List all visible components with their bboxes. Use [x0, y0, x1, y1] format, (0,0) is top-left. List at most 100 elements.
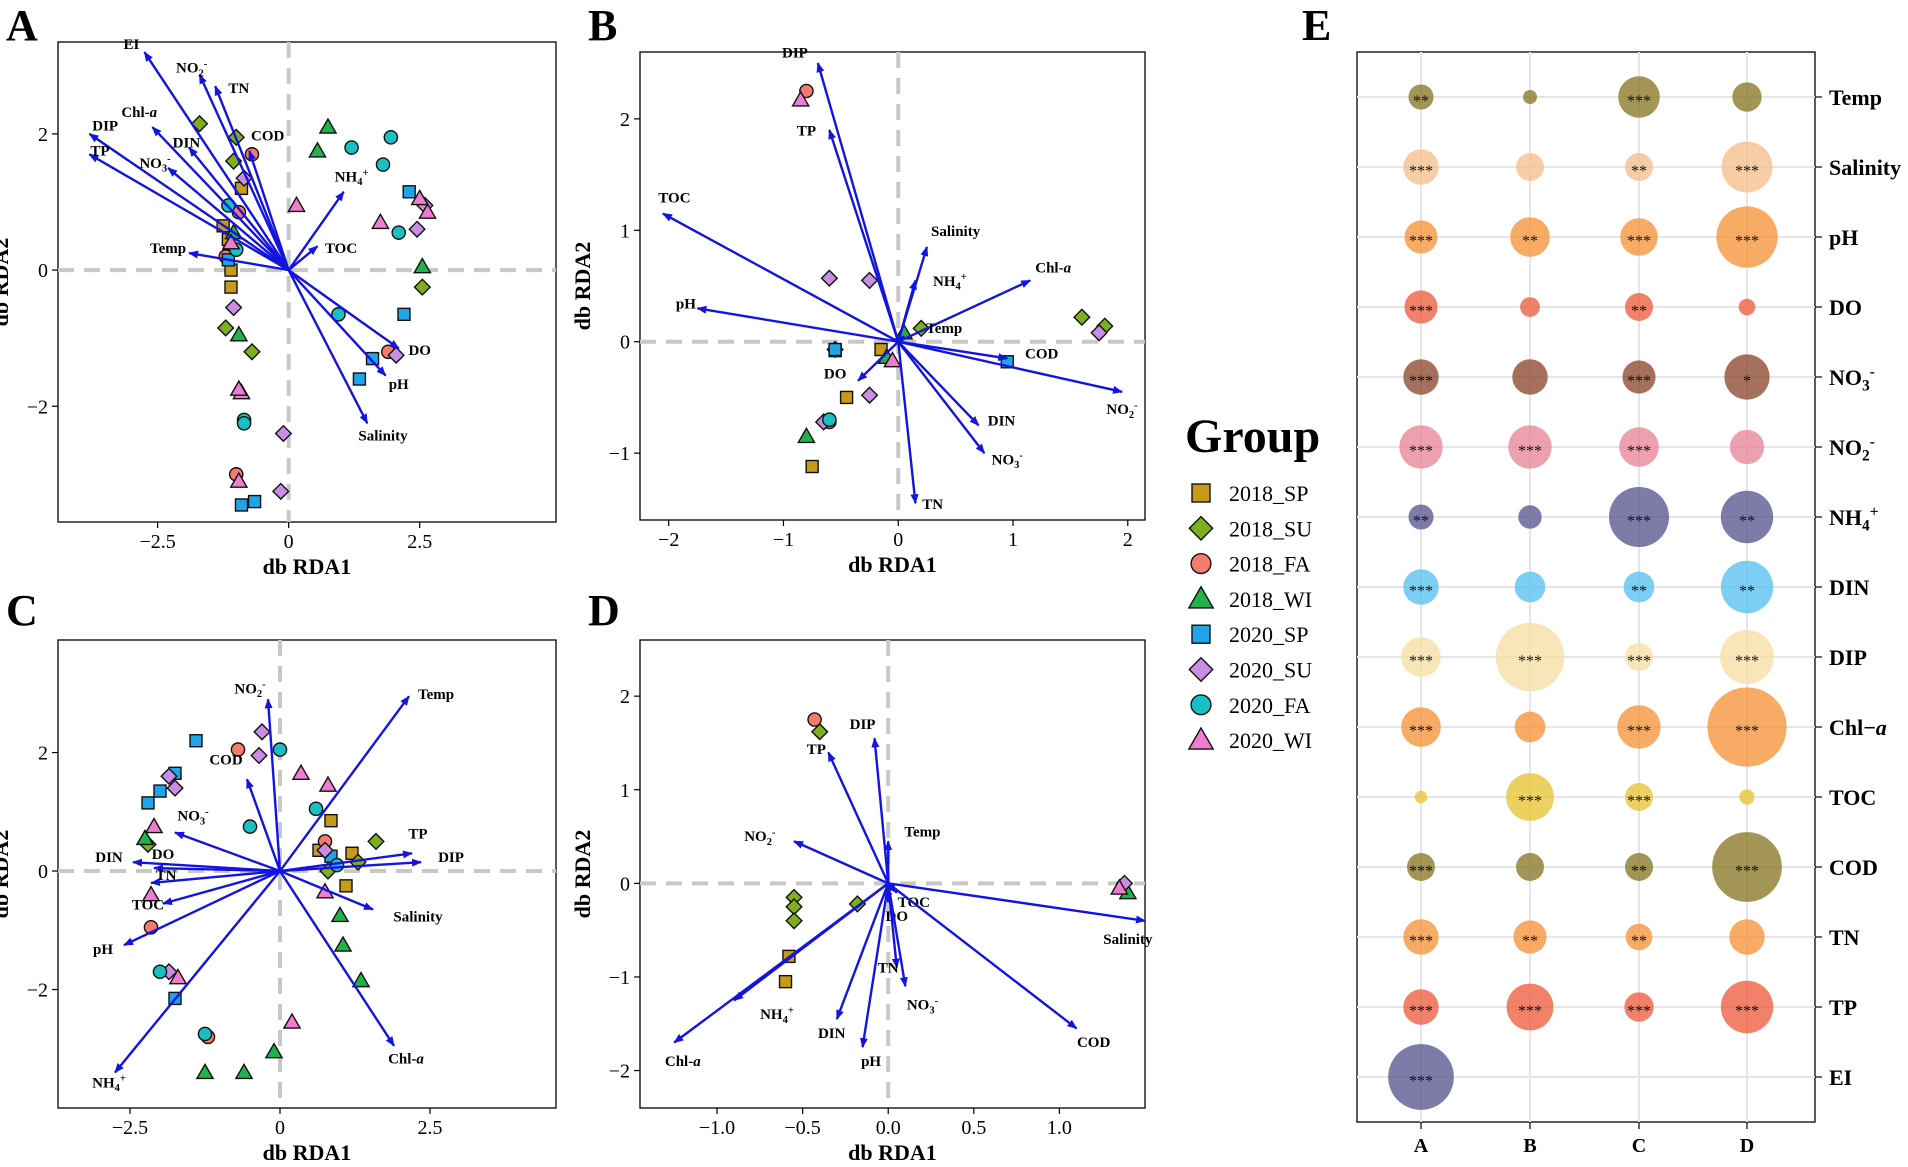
- plot-frame-d: [639, 639, 1146, 1109]
- y-axis-title-d: db RDA2: [570, 830, 595, 919]
- significance-label: ***: [1627, 513, 1651, 530]
- env-arrow-label: TOC: [658, 190, 690, 206]
- x-axis-title-d: db RDA1: [848, 1140, 937, 1165]
- bubble: [1720, 490, 1774, 544]
- y-tick-label-c: 2: [38, 743, 48, 765]
- env-arrow: [887, 883, 908, 988]
- significance-label: ***: [1627, 653, 1651, 670]
- bubble: [1506, 983, 1554, 1031]
- sample-point: [316, 841, 334, 860]
- bubble: [1388, 1044, 1454, 1110]
- plot-frame-c: [57, 639, 557, 1109]
- bubble-col-label: A: [1414, 1135, 1429, 1157]
- sample-point: [141, 885, 161, 902]
- sample-point: [195, 1062, 215, 1080]
- sample-point: [264, 1042, 284, 1059]
- bubble-row-label: Chl−a: [1829, 715, 1887, 740]
- bubble-col-label: C: [1632, 1135, 1646, 1157]
- env-arrow-label: NO3-: [139, 154, 171, 174]
- bubble: [1622, 360, 1656, 394]
- sample-point: [791, 90, 810, 107]
- sample-point: [371, 212, 390, 230]
- y-tick-label-b: 1: [620, 220, 630, 242]
- bubble: [1404, 220, 1438, 254]
- bubble: [1729, 919, 1765, 955]
- sample-point: [190, 114, 209, 133]
- env-arrow-label: Chl-a: [1035, 261, 1071, 277]
- legend-marker: [1188, 515, 1214, 541]
- sample-point: [274, 424, 293, 443]
- env-arrow: [859, 883, 890, 1049]
- bubble: [1495, 622, 1565, 692]
- sample-point: [418, 202, 437, 219]
- sample-point: [324, 813, 338, 828]
- bubble: [1414, 790, 1428, 804]
- sample-point: [308, 141, 327, 158]
- sample-point: [221, 233, 241, 250]
- significance-label: **: [1631, 303, 1647, 320]
- bubble-row-label: NH4+: [1829, 504, 1878, 535]
- sample-point: [413, 278, 432, 296]
- significance-label: ***: [1627, 793, 1651, 810]
- bubble-row-label: Temp: [1829, 85, 1882, 110]
- env-arrow-label: TOC: [132, 898, 164, 914]
- y-tick-label-d: 0: [620, 873, 630, 895]
- x-axis-title-a: db RDA1: [263, 554, 352, 579]
- bubble: [1404, 290, 1438, 324]
- x-tick-label-c: 2.5: [418, 1117, 443, 1139]
- bubble: [1712, 832, 1782, 902]
- env-arrow: [143, 51, 290, 271]
- env-arrow-label: NH4+: [92, 1073, 126, 1093]
- sample-point: [229, 379, 249, 396]
- panel-b-rda-plot: −2 −1 0 1 2 −1 0 1 2 db RDA1 db RDA2 DIP TP TOC Salini…: [570, 46, 1146, 577]
- bubble: [1617, 705, 1661, 749]
- env-arrow-label: NH4+: [933, 272, 967, 292]
- legend-item-label: 2020_WI: [1229, 728, 1312, 753]
- bubble: [1403, 359, 1439, 395]
- significance-label: ***: [1627, 373, 1651, 390]
- env-arrow-label: NO2-: [744, 827, 776, 847]
- env-arrow-label: COD: [209, 752, 243, 768]
- legend-marker: [1187, 726, 1215, 750]
- bubble: [1620, 218, 1658, 256]
- env-arrow: [279, 858, 422, 873]
- sample-point: [153, 784, 167, 798]
- sample-point: [785, 912, 803, 930]
- env-arrow-label: pH: [676, 296, 696, 312]
- sample-point: [250, 746, 268, 765]
- sample-point: [144, 817, 164, 834]
- bubble: [1516, 853, 1544, 881]
- env-arrow: [897, 340, 1124, 394]
- bubble: [1513, 920, 1547, 954]
- bubble: [1623, 571, 1655, 603]
- sample-point: [352, 372, 367, 386]
- env-arrow: [816, 62, 900, 343]
- env-arrow-label: Chl-a: [121, 105, 157, 121]
- sample-point: [282, 1012, 302, 1029]
- sample-point: [272, 742, 288, 757]
- bubble-row-label: TP: [1829, 995, 1857, 1020]
- env-arrow: [150, 869, 281, 887]
- x-tick-label-d: 1.0: [1047, 1117, 1072, 1139]
- x-tick-label-b: 2: [1123, 529, 1133, 551]
- bubble: [1732, 82, 1762, 112]
- env-arrow: [871, 737, 890, 884]
- env-arrow-label: NO3-: [177, 807, 209, 827]
- env-arrow: [696, 305, 899, 343]
- panel-letter-b: B: [588, 1, 617, 50]
- env-arrow: [897, 340, 986, 454]
- significance-label: ***: [1409, 303, 1433, 320]
- bubble-col-label: B: [1523, 1135, 1536, 1157]
- env-arrow: [888, 882, 1146, 924]
- sample-point: [367, 832, 385, 851]
- bubble: [1401, 707, 1441, 747]
- env-arrow: [897, 279, 917, 343]
- bubble-row-label: NO2-: [1829, 434, 1875, 465]
- y-tick-label-a: −2: [27, 396, 48, 418]
- y-tick-label-d: 1: [620, 780, 630, 802]
- bubble: [1720, 980, 1774, 1034]
- significance-label: **: [1631, 863, 1647, 880]
- env-arrow: [673, 882, 889, 1044]
- legend-item-label: 2020_SU: [1229, 658, 1312, 683]
